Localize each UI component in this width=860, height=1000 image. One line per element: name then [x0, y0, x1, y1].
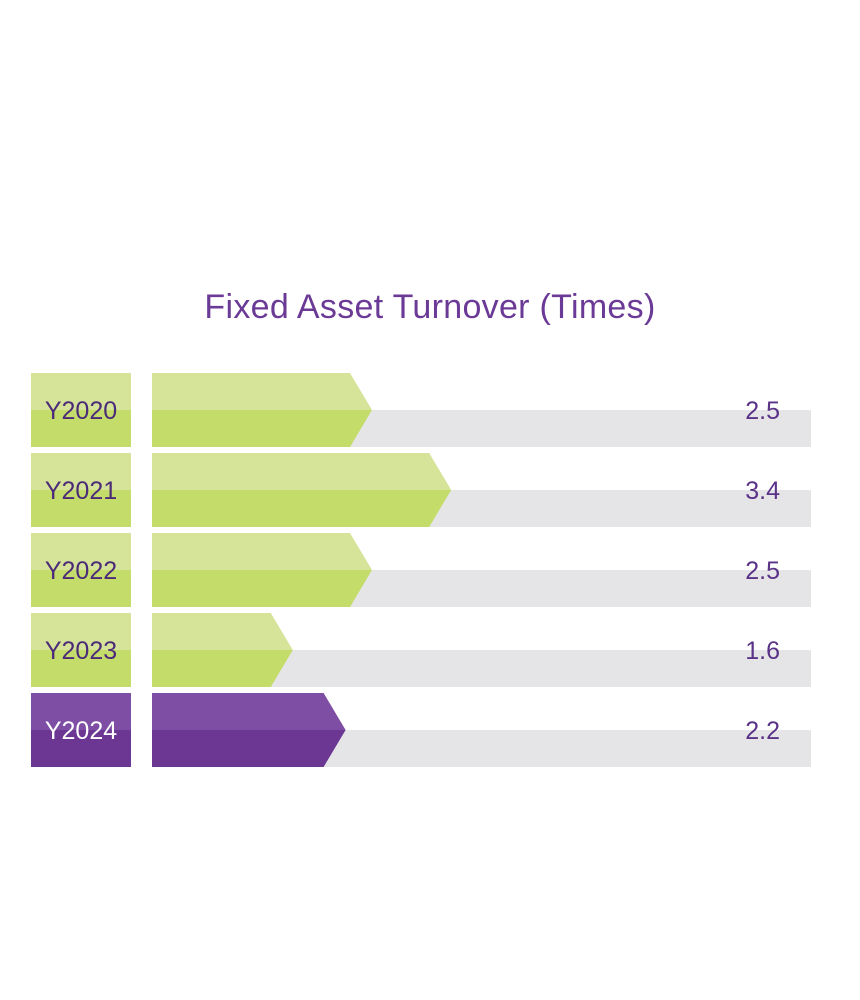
bar-Y2020: [152, 373, 372, 447]
value-label-Y2024: 2.2: [745, 717, 780, 745]
value-label-Y2022: 2.5: [745, 557, 780, 585]
category-label-Y2022: Y2022: [31, 533, 131, 607]
category-label-Y2021: Y2021: [31, 453, 131, 527]
value-label-Y2020: 2.5: [745, 397, 780, 425]
category-label-Y2023: Y2023: [31, 613, 131, 687]
category-text: Y2023: [45, 637, 117, 665]
bar-Y2021: [152, 453, 452, 527]
value-label-Y2023: 1.6: [745, 637, 780, 665]
category-text: Y2020: [45, 397, 117, 425]
category-text: Y2024: [45, 717, 117, 745]
category-label-Y2024: Y2024: [31, 693, 131, 767]
category-text: Y2021: [45, 477, 117, 505]
value-label-Y2021: 3.4: [745, 477, 780, 505]
category-label-Y2020: Y2020: [31, 373, 131, 447]
category-text: Y2022: [45, 557, 117, 585]
chart-title: Fixed Asset Turnover (Times): [204, 288, 656, 326]
bar-Y2023: [152, 613, 293, 687]
bar-Y2024: [152, 693, 346, 767]
bar-Y2022: [152, 533, 372, 607]
